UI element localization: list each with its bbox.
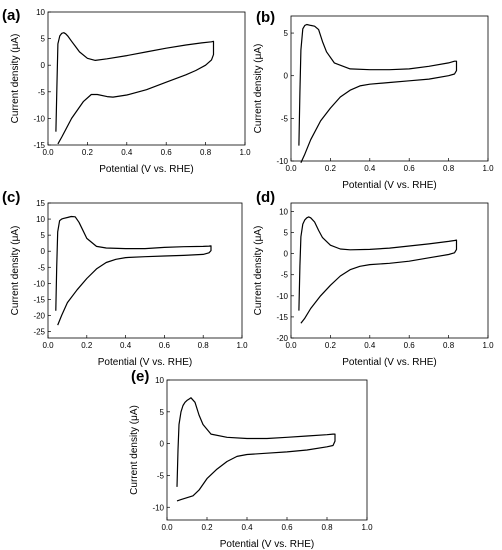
x-axis-label: Potential (V vs. RHE) <box>99 164 193 175</box>
plot-frame <box>166 379 368 521</box>
x-tick-label: 0.6 <box>281 523 293 532</box>
x-tick-label: 1.0 <box>236 341 248 350</box>
y-tick-label: -10 <box>33 114 45 123</box>
x-tick-label: 0.0 <box>285 164 297 173</box>
y-axis-label: Current density (μA) <box>129 405 140 495</box>
y-tick-label: -5 <box>281 271 289 280</box>
x-tick-label: 0.6 <box>404 341 416 350</box>
x-tick-label: 0.4 <box>120 341 132 350</box>
x-tick-label: 0.2 <box>325 164 337 173</box>
x-tick-label: 0.6 <box>161 148 173 157</box>
y-tick-label: 0 <box>41 61 46 70</box>
x-tick-label: 0.0 <box>161 523 173 532</box>
y-tick-label: 5 <box>41 35 46 44</box>
y-axis-label: Current density (μA) <box>253 226 264 316</box>
y-tick-label: 0 <box>41 247 46 256</box>
y-tick-label: 5 <box>284 29 289 38</box>
panel-label: (d) <box>256 189 275 206</box>
x-tick-label: 0.4 <box>364 164 376 173</box>
y-tick-label: -10 <box>33 279 45 288</box>
panel-b: (b) 0.0 0.2 0.4 0.6 0.8 1.0 -10 -5 0 5 Potential (V… <box>253 9 494 191</box>
y-tick-label: -15 <box>33 141 45 150</box>
cv-curve <box>298 216 458 324</box>
y-tick-label: -10 <box>276 157 288 166</box>
x-tick-label: 0.2 <box>81 341 93 350</box>
y-tick-label: 5 <box>160 408 165 417</box>
y-tick-label: -20 <box>276 334 288 343</box>
x-tick-label: 0.8 <box>200 148 212 157</box>
x-axis-label: Potential (V vs. RHE) <box>342 357 436 368</box>
y-axis-label: Current density (μA) <box>10 226 21 316</box>
plot-frame <box>47 11 246 146</box>
x-tick-label: 0.6 <box>159 341 171 350</box>
y-tick-label: -5 <box>38 88 46 97</box>
y-tick-label: -15 <box>276 313 288 322</box>
y-tick-label: -5 <box>38 263 46 272</box>
x-tick-label: 1.0 <box>361 523 373 532</box>
panel-label: (a) <box>2 7 20 24</box>
x-tick-label: 0.8 <box>443 341 455 350</box>
cv-curve <box>55 215 212 326</box>
x-tick-label: 0.4 <box>364 341 376 350</box>
y-axis-label: Current density (μA) <box>253 44 264 134</box>
x-axis-label: Potential (V vs. RHE) <box>342 180 436 191</box>
plot-frame <box>290 15 489 162</box>
cv-curve <box>55 32 215 145</box>
x-tick-label: 0.4 <box>121 148 133 157</box>
x-tick-label: 0.0 <box>285 341 297 350</box>
plot-frame <box>290 202 489 339</box>
x-tick-label: 0.2 <box>82 148 94 157</box>
panel-d: (d) 0.0 0.2 0.4 0.6 0.8 1.0 -20 -15 -10 -5 0 5 10 Pote… <box>253 189 494 368</box>
y-tick-label: 0 <box>160 440 165 449</box>
panel-a: (a) 0.0 0.2 0.4 0.6 0.8 1.0 -15 -10 -5 0 5 10 Potenti… <box>2 7 251 175</box>
y-tick-label: 10 <box>279 207 288 216</box>
y-tick-label: -20 <box>33 312 45 321</box>
plot-frame <box>47 202 243 339</box>
x-tick-label: 0.8 <box>321 523 333 532</box>
x-tick-label: 1.0 <box>482 341 494 350</box>
y-tick-label: 0 <box>284 250 289 259</box>
x-tick-label: 0.6 <box>404 164 416 173</box>
y-tick-label: 5 <box>41 231 46 240</box>
panel-e: (e) 0.0 0.2 0.4 0.6 0.8 1.0 -10 -5 0 5 10 Potential … <box>129 368 373 550</box>
y-tick-label: 5 <box>284 229 289 238</box>
y-tick-label: -15 <box>33 295 45 304</box>
panel-label: (b) <box>256 9 275 26</box>
cv-curve <box>176 397 336 502</box>
panel-label: (e) <box>131 368 149 385</box>
y-tick-label: -25 <box>33 328 45 337</box>
x-axis-label: Potential (V vs. RHE) <box>98 357 192 368</box>
x-tick-label: 0.0 <box>42 148 54 157</box>
x-tick-label: 0.8 <box>198 341 210 350</box>
x-tick-label: 1.0 <box>482 164 494 173</box>
x-tick-label: 0.4 <box>241 523 253 532</box>
x-tick-label: 0.0 <box>42 341 54 350</box>
y-tick-label: 0 <box>284 72 289 81</box>
y-axis-label: Current density (μA) <box>10 34 21 124</box>
x-tick-label: 0.2 <box>201 523 213 532</box>
y-tick-label: -5 <box>157 471 165 480</box>
panel-c: (c) 0.0 0.2 0.4 0.6 0.8 1.0 -25 -20 -15 -10 -5 0 5 10 1… <box>2 189 248 368</box>
y-tick-label: 10 <box>36 215 45 224</box>
x-tick-label: 0.2 <box>325 341 337 350</box>
y-tick-label: 10 <box>36 8 45 17</box>
x-tick-label: 1.0 <box>239 148 251 157</box>
x-tick-label: 0.8 <box>443 164 455 173</box>
y-tick-label: -5 <box>281 114 289 123</box>
cv-curve <box>298 23 458 163</box>
y-tick-label: -10 <box>152 503 164 512</box>
panel-label: (c) <box>2 189 20 206</box>
y-tick-label: -10 <box>276 292 288 301</box>
y-tick-label: 15 <box>36 199 45 208</box>
x-axis-label: Potential (V vs. RHE) <box>220 539 314 550</box>
y-tick-label: 10 <box>155 376 164 385</box>
